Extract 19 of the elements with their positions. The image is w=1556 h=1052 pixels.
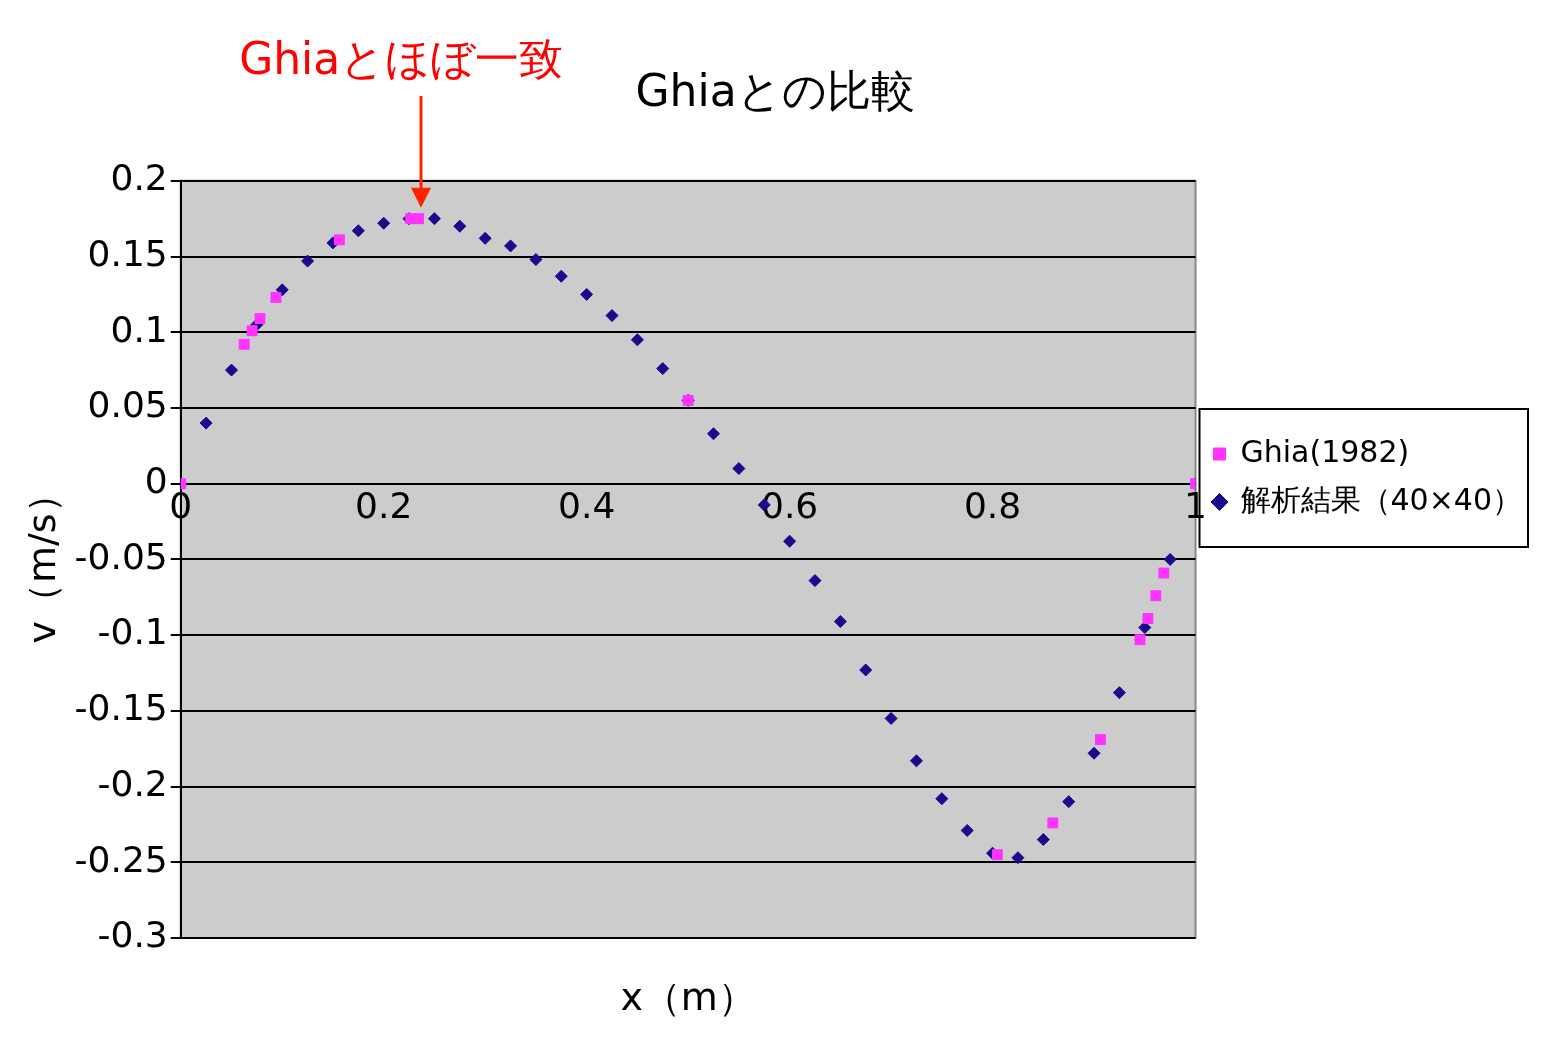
chart-title: Ghiaとの比較 <box>635 64 915 116</box>
x-tick-label: 0.8 <box>963 484 1022 526</box>
x-tick-label: 0.4 <box>558 484 616 526</box>
y-tick-label: 0.15 <box>87 232 168 274</box>
legend-label: Ghia(1982) <box>1240 433 1410 469</box>
annotation: Ghiaとほぼ一致 <box>238 32 565 86</box>
y-tick-label: 0.2 <box>110 157 168 199</box>
x-tick-label: 0.2 <box>355 484 413 526</box>
y-tick-label: -0.05 <box>74 535 168 577</box>
y-tick-label: -0.2 <box>97 762 168 804</box>
y-tick-label: 0.05 <box>87 384 168 426</box>
y-tick-label: 0.1 <box>110 308 168 350</box>
x-axis-title: x（m） <box>620 974 756 1019</box>
legend-label: 解析結果（40×40） <box>1240 481 1522 517</box>
y-axis-title: v（m/s） <box>19 475 64 644</box>
y-tick-label: -0.3 <box>97 914 168 956</box>
y-tick-label: -0.25 <box>74 838 168 880</box>
y-tick-label: -0.15 <box>74 687 168 729</box>
y-tick-label: -0.1 <box>97 611 168 653</box>
